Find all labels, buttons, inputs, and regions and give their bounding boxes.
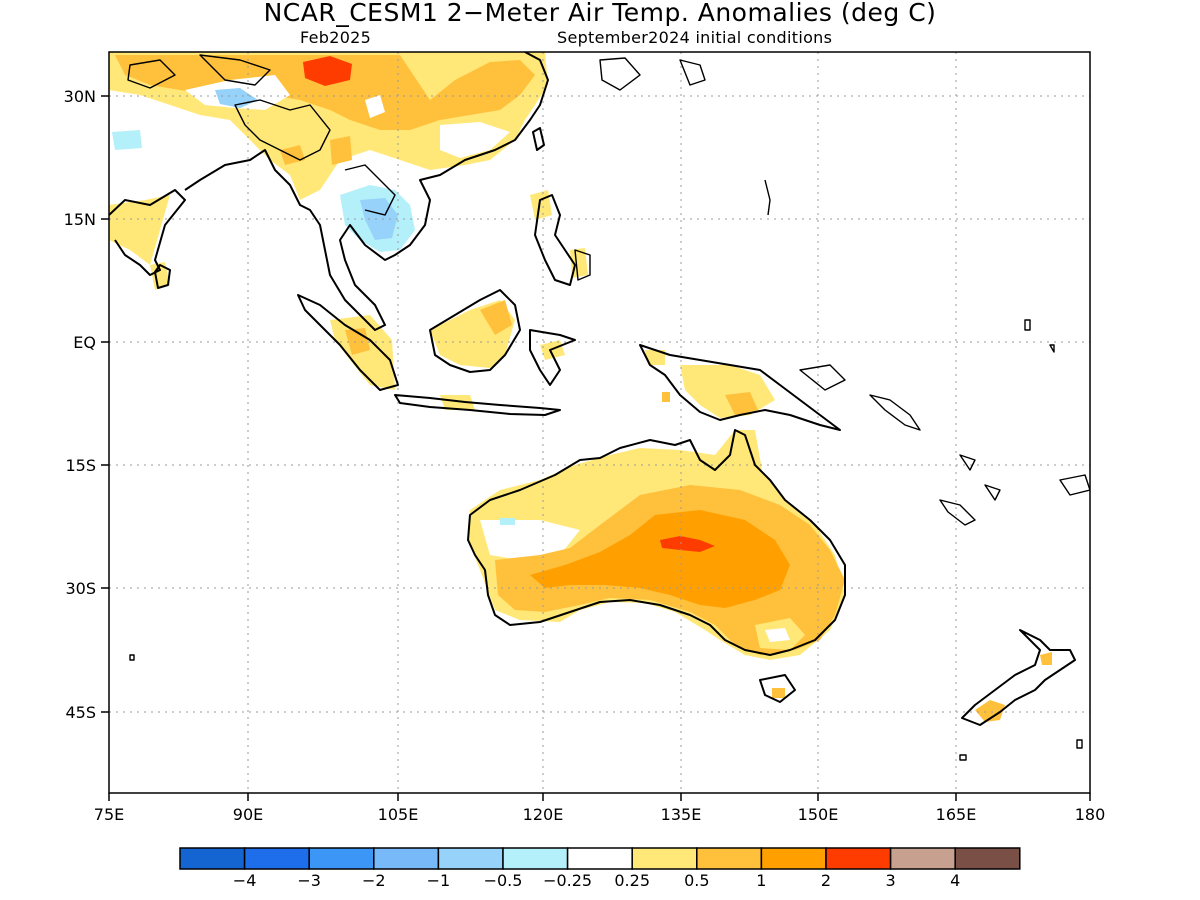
colorbar-swatch bbox=[760, 847, 827, 870]
map-title: NCAR_CESM1 2−Meter Air Temp. Anomalies (… bbox=[263, 0, 937, 27]
lon-axis: 75E 90E 105E 120E 135E 150E 165E 180 bbox=[94, 793, 1106, 824]
colorbar-swatch bbox=[954, 847, 1021, 870]
colorbar-label: −0.5 bbox=[484, 871, 523, 890]
colorbar-swatch bbox=[243, 847, 310, 870]
colorbar-label: 3 bbox=[886, 871, 896, 890]
colorbar-label: −3 bbox=[297, 871, 321, 890]
colorbar-swatch bbox=[566, 847, 633, 870]
lon-tick-label: 120E bbox=[523, 805, 564, 824]
colorbar-swatch bbox=[631, 847, 698, 870]
lat-tick-label: 45S bbox=[65, 703, 96, 722]
colorbar-swatch bbox=[437, 847, 504, 870]
lat-tick-label: 15N bbox=[64, 210, 96, 229]
lon-tick-label: 90E bbox=[233, 805, 263, 824]
lon-tick-label: 150E bbox=[798, 805, 839, 824]
colorbar-label: 1 bbox=[756, 871, 766, 890]
lon-tick-label: 75E bbox=[94, 805, 124, 824]
colorbar-swatch bbox=[825, 847, 892, 870]
anomaly-field bbox=[109, 52, 1052, 722]
lat-tick-label: 15S bbox=[65, 456, 96, 475]
forecast-month-label: Feb2025 bbox=[300, 28, 372, 47]
colorbar-swatch bbox=[502, 847, 569, 870]
lat-tick-label: 30S bbox=[65, 579, 96, 598]
initial-conditions-label: September2024 initial conditions bbox=[557, 28, 833, 47]
colorbar-label: 2 bbox=[821, 871, 831, 890]
colorbar-label: −1 bbox=[427, 871, 451, 890]
colorbar-label: 4 bbox=[950, 871, 960, 890]
coastlines bbox=[109, 52, 1090, 761]
colorbar-label: 0.5 bbox=[684, 871, 709, 890]
colorbar-swatch bbox=[179, 847, 246, 870]
colorbar-swatch bbox=[696, 847, 763, 870]
map-frame bbox=[108, 51, 1091, 794]
colorbar-swatch bbox=[308, 847, 375, 870]
lon-tick-label: 165E bbox=[936, 805, 977, 824]
lon-tick-label: 180 bbox=[1075, 805, 1106, 824]
colorbar: −4 −3 −2 −1 −0.5 −0.25 0.25 0.5 1 2 3 4 bbox=[179, 847, 1021, 890]
colorbar-label: −0.25 bbox=[543, 871, 592, 890]
colorbar-label: 0.25 bbox=[614, 871, 650, 890]
colorbar-swatch bbox=[889, 847, 956, 870]
colorbar-swatch bbox=[373, 847, 440, 870]
lat-axis: 30N 15N EQ 15S 30S 45S bbox=[64, 87, 109, 722]
lon-tick-label: 105E bbox=[378, 805, 419, 824]
lat-tick-label: EQ bbox=[73, 333, 96, 352]
colorbar-label: −2 bbox=[362, 871, 386, 890]
colorbar-label: −4 bbox=[233, 871, 257, 890]
graticule bbox=[109, 52, 1090, 793]
lon-tick-label: 135E bbox=[661, 805, 702, 824]
lat-tick-label: 30N bbox=[64, 87, 96, 106]
